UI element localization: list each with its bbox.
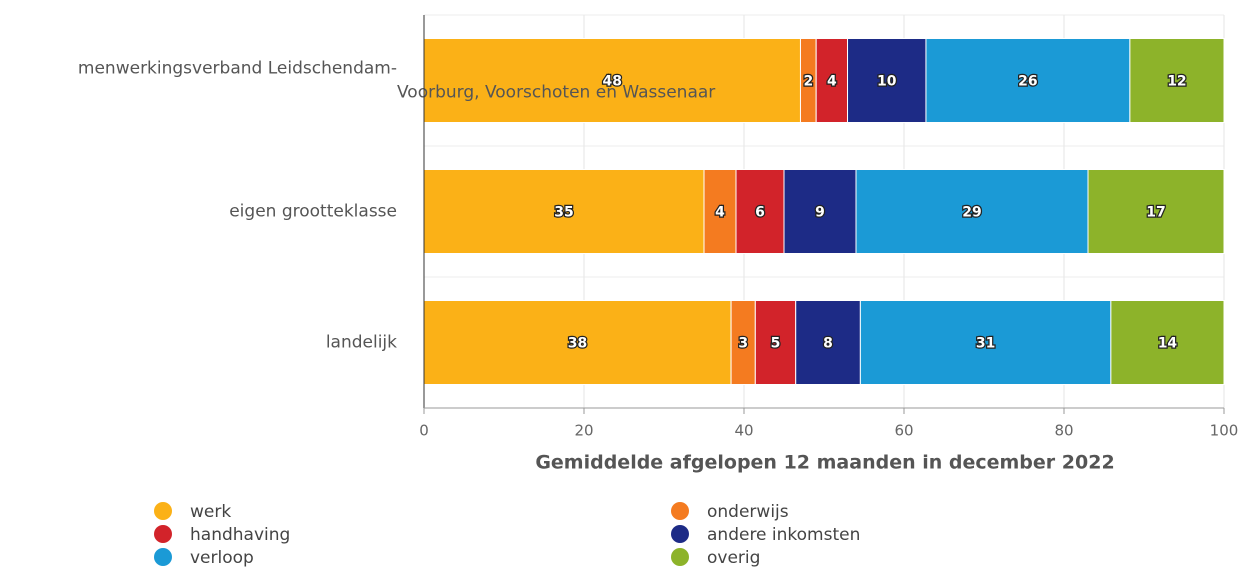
- x-tick-label: 100: [1210, 422, 1239, 440]
- data-label: 9: [815, 205, 825, 221]
- bar-segment: [783, 169, 857, 254]
- data-label: 17: [1146, 205, 1165, 221]
- bar-segment: [1087, 169, 1225, 254]
- bar-segment: [735, 169, 785, 254]
- data-label: 29: [962, 205, 981, 221]
- legend-label: onderwijs: [707, 502, 789, 522]
- label-line: menwerkingsverband Leidschendam-: [78, 59, 397, 79]
- data-label: 4: [827, 74, 837, 90]
- legend-label: werk: [190, 502, 231, 522]
- legend-label: handhaving: [190, 525, 290, 545]
- data-label: 26: [1018, 74, 1037, 90]
- category-label: landelijk: [326, 333, 397, 353]
- data-label: 2: [803, 74, 813, 90]
- data-label: 10: [877, 74, 897, 90]
- bar-segment: [795, 300, 861, 385]
- data-label: 6: [755, 205, 765, 221]
- bar-segment: [859, 300, 1112, 385]
- bar-segment: [730, 300, 756, 385]
- x-tick-label: 20: [574, 422, 593, 440]
- data-label: 38: [568, 336, 587, 352]
- legend-marker: [154, 548, 172, 566]
- data-label: 8: [823, 336, 833, 352]
- x-tick-label: 40: [734, 422, 753, 440]
- data-label: 48: [602, 74, 621, 90]
- category-label: eigen grootteklasse: [229, 202, 397, 222]
- legend-marker: [671, 502, 689, 520]
- bar-segment: [703, 169, 737, 254]
- legend-marker: [154, 525, 172, 543]
- data-label: 14: [1158, 336, 1178, 352]
- data-label: 5: [771, 336, 781, 352]
- category-label: menwerkingsverband Leidschendam-Voorburg…: [78, 59, 715, 103]
- legend-marker: [671, 525, 689, 543]
- data-label: 35: [554, 205, 573, 221]
- data-label: 4: [715, 205, 725, 221]
- bar-segment: [1129, 38, 1225, 123]
- legend-marker: [154, 502, 172, 520]
- bar-segment: [423, 38, 801, 123]
- legend-label: overig: [707, 548, 760, 568]
- bar-segment: [1110, 300, 1225, 385]
- label-line: Voorburg, Voorschoten en Wassenaar: [397, 83, 715, 103]
- data-label: 12: [1167, 74, 1186, 90]
- bar-segment: [847, 38, 927, 123]
- legend-label: verloop: [190, 548, 254, 568]
- x-tick-label: 0: [419, 422, 429, 440]
- data-label: 31: [976, 336, 995, 352]
- legend-label: andere inkomsten: [707, 525, 860, 545]
- x-tick-label: 60: [894, 422, 913, 440]
- data-label: 3: [738, 336, 748, 352]
- legend-marker: [671, 548, 689, 566]
- x-axis-title: Gemiddelde afgelopen 12 maanden in decem…: [535, 452, 1114, 474]
- bar-segment: [754, 300, 797, 385]
- x-tick-label: 80: [1054, 422, 1073, 440]
